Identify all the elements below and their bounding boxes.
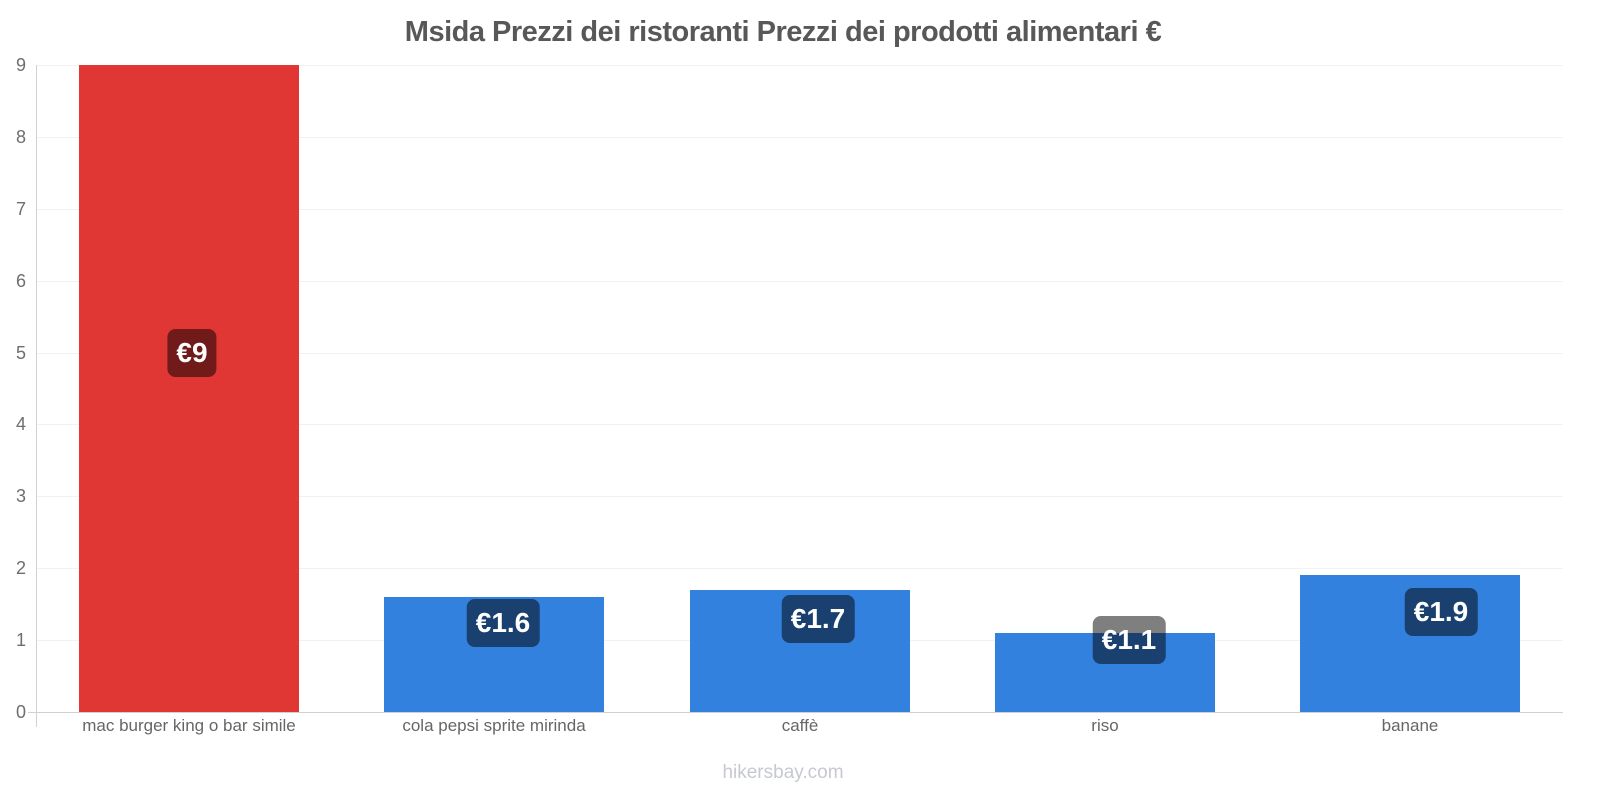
chart-title: Msida Prezzi dei ristoranti Prezzi dei p…: [404, 16, 1162, 48]
x-axis-category-label: banane: [1381, 716, 1439, 735]
y-tick-label: 8: [15, 127, 26, 147]
value-label: €1.6: [466, 599, 540, 647]
value-label: €9: [167, 329, 217, 377]
gridline: [36, 281, 1563, 282]
y-tick-label: 9: [15, 55, 26, 75]
y-tick-label: 5: [15, 343, 26, 363]
y-tick-label: 3: [15, 486, 26, 506]
x-axis-category-label: cola pepsi sprite mirinda: [402, 716, 586, 735]
y-tick-label: 6: [15, 271, 26, 291]
gridline: [36, 568, 1563, 569]
watermark[interactable]: hikersbay.com: [722, 762, 844, 783]
gridline: [36, 65, 1563, 66]
gridline: [36, 209, 1563, 210]
y-tick-label: 7: [15, 199, 26, 219]
y-tick-label: 0: [15, 702, 26, 722]
y-tick-label: 4: [15, 414, 26, 434]
y-tick-label: 2: [15, 558, 26, 578]
y-axis-line: [36, 65, 37, 727]
gridline: [36, 424, 1563, 425]
x-axis-category-label: mac burger king o bar simile: [82, 716, 296, 735]
y-tick-label: 1: [15, 630, 26, 650]
x-axis-category-label: caffè: [781, 716, 819, 735]
value-label: €1.7: [781, 595, 855, 643]
value-label: €1.9: [1404, 588, 1478, 636]
x-axis-category-label: riso: [1091, 716, 1119, 735]
bar[interactable]: [79, 65, 299, 712]
x-axis-line: [28, 712, 1563, 713]
gridline: [36, 496, 1563, 497]
value-label: €1.1: [1092, 616, 1166, 664]
gridline: [36, 137, 1563, 138]
gridline: [36, 353, 1563, 354]
